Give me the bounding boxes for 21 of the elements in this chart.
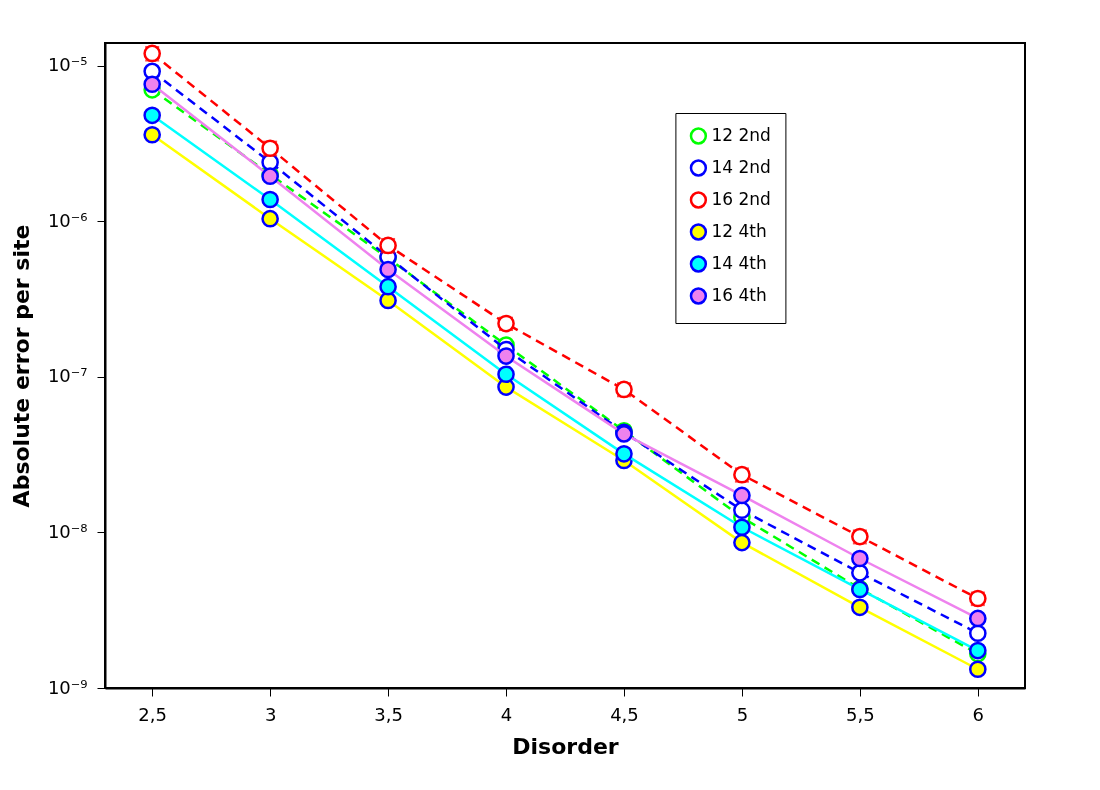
y-tick-label: 10⁻⁹ xyxy=(47,676,88,698)
legend-label: 14 2nd xyxy=(711,157,771,177)
x-tick-label: 5,5 xyxy=(846,703,875,725)
x-tick-label: 5 xyxy=(736,703,749,725)
legend-label: 12 2nd xyxy=(711,125,771,145)
legend-label: 16 4th xyxy=(711,285,767,305)
y-tick-label: 10⁻⁵ xyxy=(47,54,88,76)
x-axis-title: Disorder xyxy=(512,733,619,759)
x-tick-label: 4 xyxy=(500,703,513,725)
legend-label: 16 2nd xyxy=(711,189,771,209)
y-tick-label: 10⁻⁷ xyxy=(47,365,88,387)
y-tick-label: 10⁻⁸ xyxy=(47,520,88,542)
x-tick-label: 4,5 xyxy=(610,703,639,725)
x-tick-label: 3 xyxy=(264,703,277,725)
legend-label: 12 4th xyxy=(711,221,767,241)
x-tick-label: 3,5 xyxy=(374,703,403,725)
y-axis-title: Absolute error per site xyxy=(8,224,34,508)
legend-label: 14 4th xyxy=(711,253,767,273)
x-tick-label: 6 xyxy=(972,703,985,725)
x-tick-label: 2,5 xyxy=(138,703,167,725)
y-tick-label: 10⁻⁶ xyxy=(47,209,88,231)
